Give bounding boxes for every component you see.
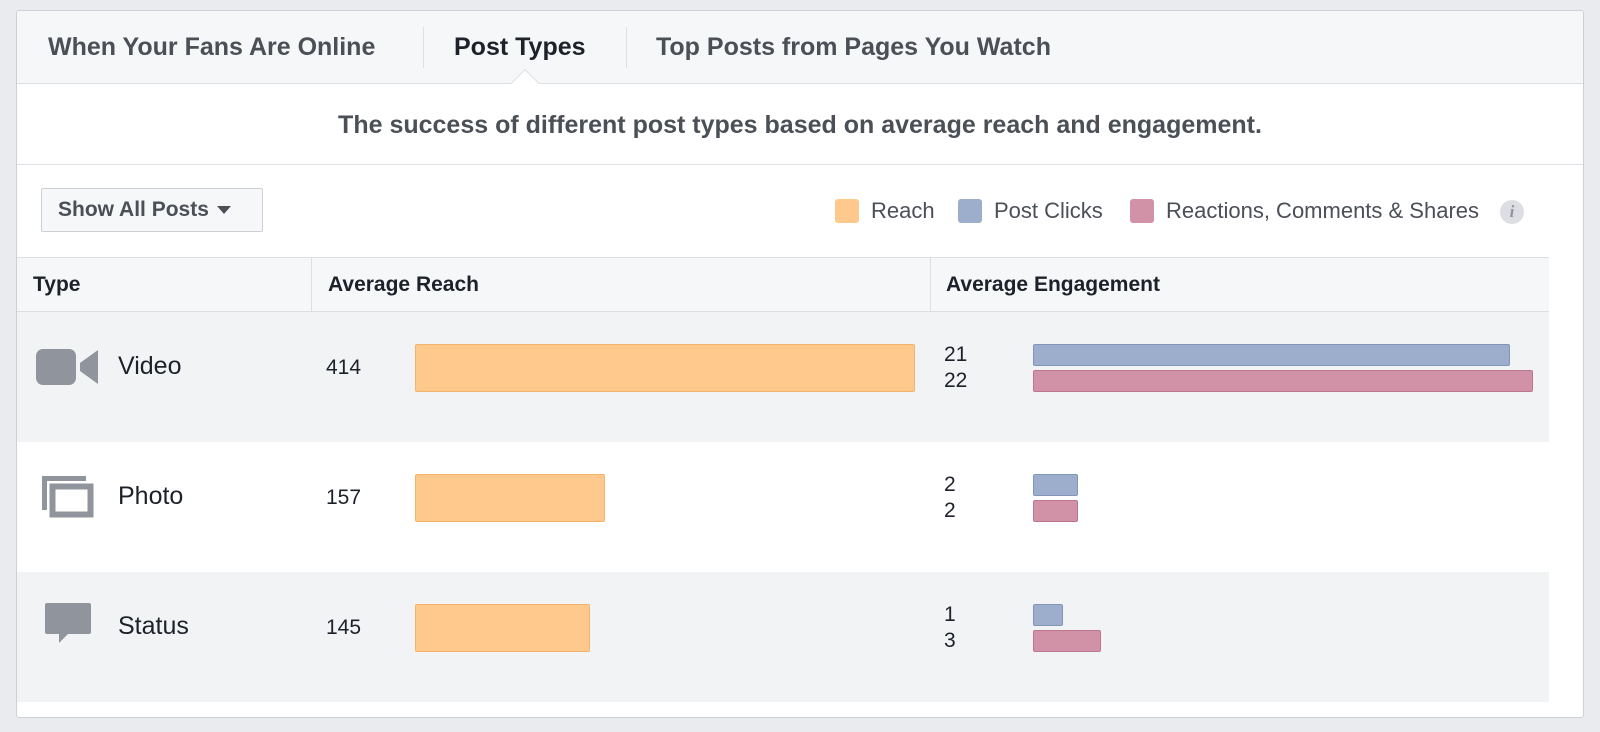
post-clicks-value: 1 (944, 603, 956, 626)
reach-bar (415, 344, 915, 392)
tab-top-posts[interactable]: Top Posts from Pages You Watch (656, 33, 1051, 61)
reactions-value: 2 (944, 499, 956, 522)
reactions-swatch (1130, 199, 1154, 223)
row-type-label: Video (118, 352, 182, 380)
speech-bubble-icon (45, 603, 91, 643)
photo-stack-icon (42, 476, 94, 518)
reactions-bar (1033, 370, 1533, 392)
reach-value: 145 (326, 616, 362, 639)
post-types-panel: When Your Fans Are Online Post Types Top… (16, 10, 1584, 718)
table-row: Status 145 1 3 (17, 572, 1549, 702)
legend-reactions: Reactions, Comments & Shares (1130, 198, 1480, 223)
reactions-bar (1033, 630, 1101, 652)
legend-label: Post Clicks (994, 198, 1103, 223)
reactions-value: 22 (944, 369, 968, 392)
info-icon[interactable]: i (1500, 200, 1524, 224)
legend-label: Reactions, Comments & Shares (1166, 198, 1480, 223)
post-clicks-bar (1033, 604, 1063, 626)
row-type-label: Status (118, 612, 189, 640)
row-type-label: Photo (118, 482, 184, 510)
reach-swatch (835, 199, 859, 223)
reach-value: 414 (326, 356, 362, 379)
video-camera-icon (36, 349, 98, 385)
legend-label: Reach (871, 198, 935, 223)
reactions-bar (1033, 500, 1078, 522)
tab-bar: When Your Fans Are Online Post Types Top… (17, 11, 1583, 84)
post-clicks-value: 21 (944, 343, 968, 366)
column-header-engagement: Average Engagement (946, 273, 1160, 296)
reach-bar (415, 604, 590, 652)
table-row: Photo 157 2 2 (17, 442, 1549, 572)
tab-post-types[interactable]: Post Types (454, 33, 586, 61)
legend-reach: Reach (835, 198, 935, 223)
legend-post-clicks: Post Clicks (958, 198, 1103, 223)
reach-bar (415, 474, 605, 522)
post-clicks-bar (1033, 344, 1510, 366)
caret-down-icon (216, 206, 231, 214)
table-header: Type Average Reach Average Engagement (17, 257, 1549, 312)
reactions-value: 3 (944, 629, 956, 652)
post-clicks-value: 2 (944, 473, 956, 496)
column-header-type: Type (33, 273, 81, 296)
column-divider (311, 258, 312, 311)
post-clicks-bar (1033, 474, 1078, 496)
column-header-reach: Average Reach (328, 273, 479, 296)
table-row: Video 414 21 22 (17, 312, 1549, 442)
dropdown-label: Show All Posts (58, 198, 209, 221)
tab-divider (423, 27, 424, 68)
tab-divider (626, 27, 627, 68)
section-description: The success of different post types base… (17, 84, 1583, 165)
column-divider (930, 258, 931, 311)
reach-value: 157 (326, 486, 362, 509)
tab-when-fans-online[interactable]: When Your Fans Are Online (48, 33, 376, 61)
show-posts-dropdown[interactable]: Show All Posts (41, 188, 263, 232)
post-clicks-swatch (958, 199, 982, 223)
